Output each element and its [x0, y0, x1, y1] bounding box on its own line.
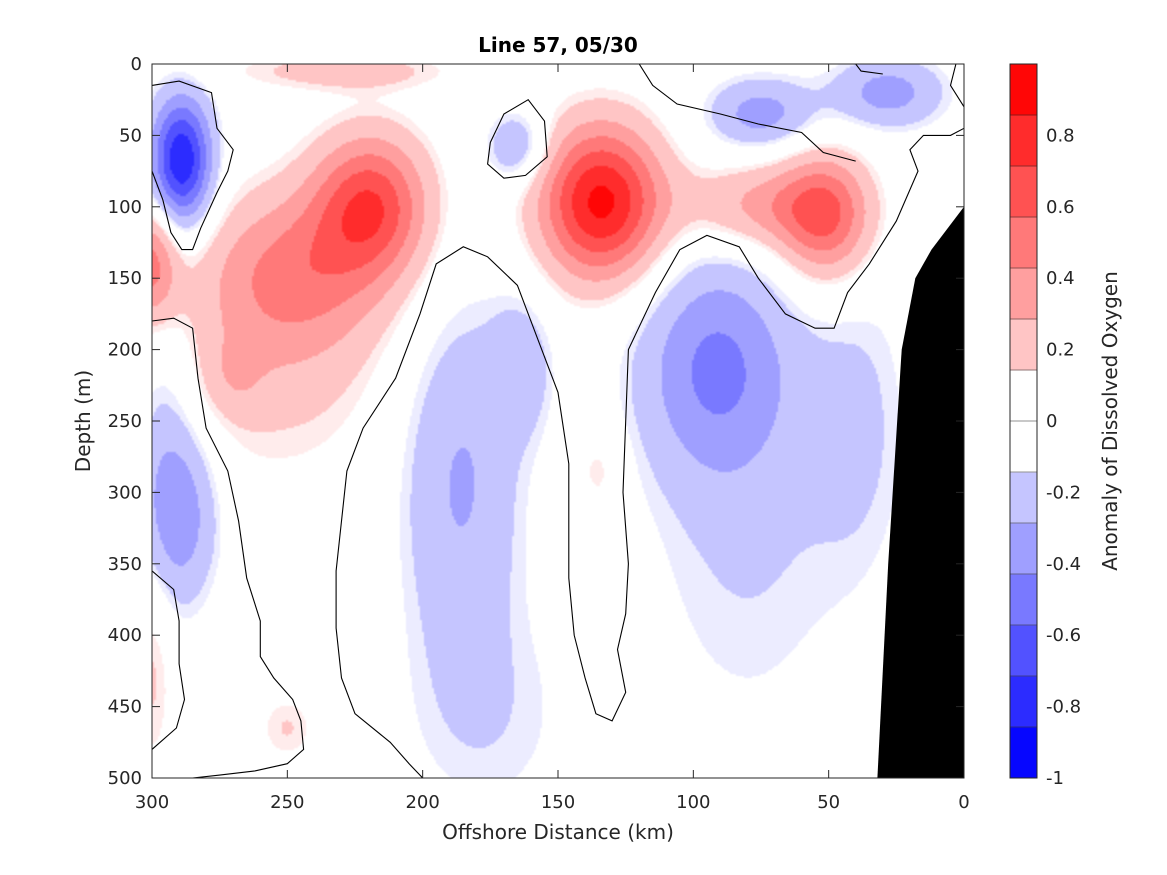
colorbar — [1010, 64, 1037, 779]
colorbar-tick-label: -0.4 — [1046, 554, 1081, 575]
colorbar-tick-label: -0.6 — [1046, 625, 1081, 646]
heatmap-image — [152, 64, 964, 778]
colorbar-segment — [1010, 319, 1037, 371]
colorbar-segment — [1010, 370, 1037, 422]
x-axis: 300 250 200 150 100 50 0 — [135, 64, 970, 813]
x-axis-label: Offshore Distance (km) — [442, 820, 674, 844]
colorbar-label: Anomaly of Dissolved Oxygen — [1098, 271, 1122, 571]
colorbar-segment — [1010, 217, 1037, 269]
colorbar-tick-label: 0 — [1046, 411, 1057, 432]
y-tick-label: 450 — [108, 697, 142, 718]
colorbar-frame — [1009, 63, 1038, 779]
y-tick-label: 250 — [108, 411, 142, 432]
y-tick-label: 50 — [119, 125, 142, 146]
y-tick-label: 500 — [108, 768, 142, 789]
colorbar-segment — [1010, 727, 1037, 779]
zero-contour-0 — [152, 80, 234, 251]
zero-contour-3 — [152, 570, 186, 750]
colorbar-segment — [1010, 472, 1037, 524]
y-axis: 0 50 100 150 200 250 300 350 400 450 500 — [108, 54, 964, 789]
zero-contour-1 — [487, 98, 548, 179]
x-tick-label: 100 — [676, 792, 710, 813]
y-tick-label: 100 — [108, 197, 142, 218]
colorbar-segment — [1010, 676, 1037, 728]
colorbar-segment — [1010, 166, 1037, 218]
zero-contour-6 — [638, 64, 856, 162]
colorbar-tick-label: -0.2 — [1046, 482, 1081, 503]
colorbar-segment — [1010, 625, 1037, 677]
colorbar-tick-label: -0.8 — [1046, 697, 1081, 718]
y-tick-label: 200 — [108, 340, 142, 361]
x-tick-label: 200 — [405, 792, 439, 813]
colorbar-segment — [1010, 268, 1037, 320]
y-tick-label: 0 — [131, 54, 142, 75]
colorbar-tick-label: 0.2 — [1046, 340, 1075, 361]
colorbar-segment — [1010, 64, 1037, 116]
colorbar-tick-label: 0.4 — [1046, 268, 1075, 289]
zero-contour-7 — [855, 64, 883, 75]
zero-contour-4 — [335, 127, 964, 778]
y-tick-label: 350 — [108, 554, 142, 575]
zero-contour-5 — [949, 64, 964, 108]
colorbar-segment — [1010, 115, 1037, 167]
x-tick-label: 150 — [541, 792, 575, 813]
y-tick-label: 400 — [108, 625, 142, 646]
chart-title: Line 57, 05/30 — [478, 33, 638, 57]
zero-contours — [152, 64, 964, 778]
colorbar-segment — [1010, 421, 1037, 473]
land-polygon — [877, 206, 964, 778]
y-tick-label: 300 — [108, 482, 142, 503]
land-mask — [877, 206, 964, 778]
y-tick-label: 150 — [108, 268, 142, 289]
colorbar-segment — [1010, 574, 1037, 626]
x-tick-label: 250 — [270, 792, 304, 813]
x-tick-label: 50 — [817, 792, 840, 813]
y-axis-label: Depth (m) — [71, 370, 95, 472]
x-tick-label: 300 — [135, 792, 169, 813]
zero-contour-2 — [152, 317, 305, 778]
colorbar-tick-label: -1 — [1046, 768, 1064, 789]
colorbar-tick-label: 0.6 — [1046, 197, 1075, 218]
colorbar-segment — [1010, 523, 1037, 575]
x-tick-label: 0 — [958, 792, 969, 813]
colorbar-tick-label: 0.8 — [1046, 125, 1075, 146]
colorbar-ticks: -1 -0.8 -0.6 -0.4 -0.2 0 0.2 0.4 0.6 0.8 — [1046, 125, 1081, 789]
